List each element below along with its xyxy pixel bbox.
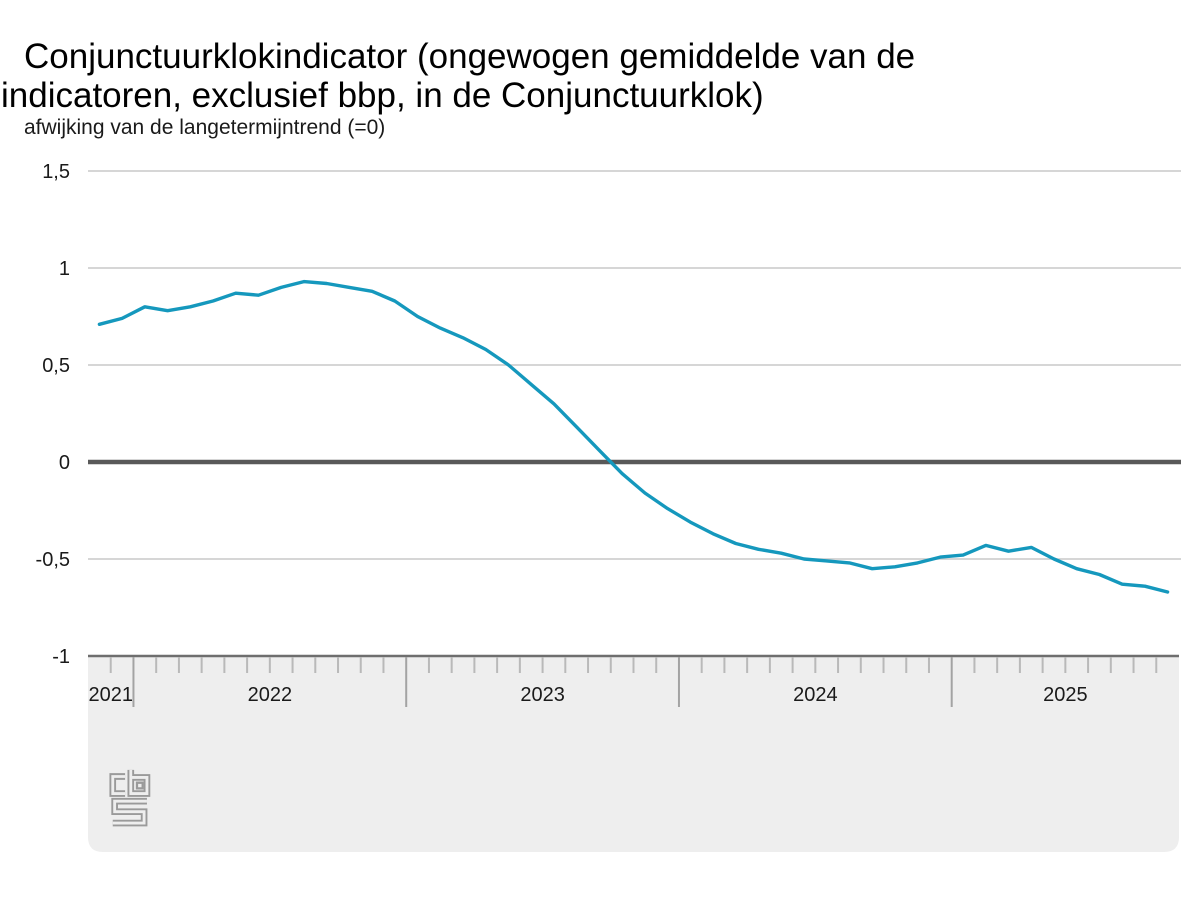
cbs-logo-path — [135, 781, 144, 790]
month-ticks — [109, 657, 1158, 707]
y-axis-label: 1,5 — [42, 161, 70, 183]
cbs-logo-path — [129, 769, 149, 796]
y-axis-label: -0,5 — [36, 549, 70, 571]
x-axis-year-label: 2023 — [520, 684, 565, 706]
page-title-line-1: Conjunctuurklokindicator (ongewogen gemi… — [24, 37, 916, 77]
year-labels: 2021 2022 2023 2024 2025 — [88, 684, 1087, 706]
page-title: Conjunctuurklokindicator (ongewogen gemi… — [0, 37, 1200, 115]
indicator-line — [97, 279, 1170, 594]
y-axis-label: 0,5 — [42, 355, 70, 377]
x-axis-year-label: 2022 — [248, 684, 293, 706]
y-axis-label: 1 — [59, 258, 70, 280]
y-axis-label: 0 — [59, 452, 70, 474]
cbs-logo-path — [111, 775, 126, 796]
x-axis-year-label: 2024 — [793, 684, 838, 706]
y-axis-labels: 1,5 1 0,5 0 -0,5 -1 — [36, 161, 70, 668]
cbs-logo — [109, 769, 151, 827]
line-chart: 2021 2022 2023 2024 2025 1,5 1 0,5 0 -0,5 -1 — [36, 161, 1181, 852]
page-title-line-2: indicatoren, exclusief bbp, in de Conjun… — [1, 76, 764, 116]
x-axis-band-group — [88, 655, 1179, 852]
indicator-polyline — [97, 279, 1170, 594]
y-axis-label: -1 — [52, 646, 70, 668]
gridlines — [88, 170, 1181, 560]
x-axis-band — [88, 655, 1179, 852]
cbs-logo-path — [112, 799, 147, 825]
x-axis-year-label: 2021 — [88, 684, 133, 706]
x-axis-year-label: 2025 — [1043, 684, 1088, 706]
y-axis-unit-label: afwijking van de langetermijntrend (=0) — [24, 116, 386, 139]
